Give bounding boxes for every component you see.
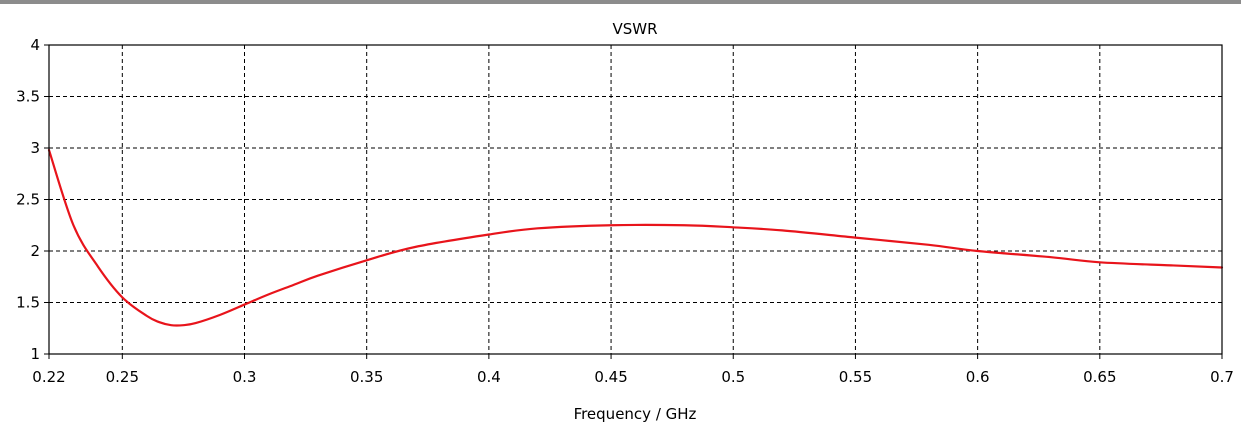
- y-tick-label: 3: [30, 139, 40, 157]
- y-tick-label: 2: [30, 242, 40, 260]
- series-layer: [47, 148, 1224, 327]
- x-axis-ticks: 0.22 0.25 0.3 0.35 0.4 0.45 0.5 0.55 0.6 0.65 0.7: [32, 354, 1234, 386]
- chart-title: VSWR: [612, 20, 657, 38]
- x-axis-label: Frequency / GHz: [574, 405, 697, 423]
- x-tick-label: 0.35: [350, 368, 383, 386]
- grid-lines: [49, 45, 1222, 354]
- x-tick-label: 0.65: [1083, 368, 1116, 386]
- y-tick-label: 3.5: [16, 88, 40, 106]
- x-tick-label: 0.5: [721, 368, 745, 386]
- y-tick-label: 1: [30, 345, 40, 363]
- x-tick-label: 0.6: [966, 368, 990, 386]
- y-tick-label: 4: [30, 36, 40, 54]
- x-tick-label: 0.22: [32, 368, 65, 386]
- y-tick-label: 2.5: [16, 191, 40, 209]
- window-top-border: [0, 0, 1241, 4]
- x-tick-label: 0.7: [1210, 368, 1234, 386]
- x-tick-label: 0.3: [233, 368, 257, 386]
- y-axis-ticks: 1 1.5 2 2.5 3 3.5 4: [16, 36, 49, 363]
- x-tick-label: 0.55: [839, 368, 872, 386]
- y-tick-label: 1.5: [16, 294, 40, 312]
- vswr-series-line: [47, 148, 1224, 327]
- x-tick-label: 0.25: [106, 368, 139, 386]
- x-tick-label: 0.4: [477, 368, 501, 386]
- x-tick-label: 0.45: [594, 368, 627, 386]
